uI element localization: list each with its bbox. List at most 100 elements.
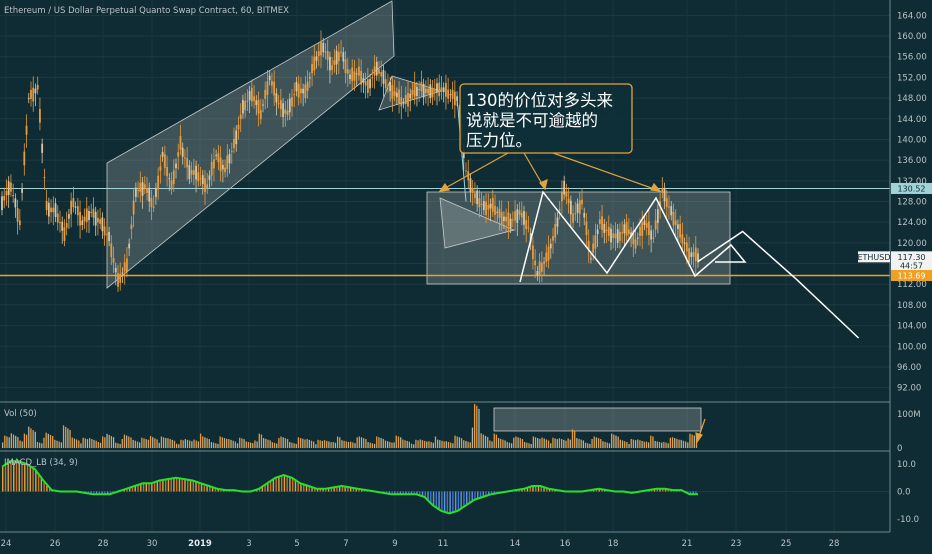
price-candle [166, 167, 168, 177]
volume-highlight-box[interactable] [493, 407, 702, 432]
price-candle [375, 61, 378, 76]
volume-bar [173, 440, 176, 448]
macd-histogram-bar [537, 486, 540, 492]
price-candle [282, 103, 284, 117]
volume-bar [458, 437, 461, 448]
price-candle [168, 178, 171, 180]
price-candle [607, 226, 610, 236]
price-candle [447, 89, 450, 99]
macd-histogram-bar [198, 482, 200, 492]
macd-histogram-bar [662, 488, 664, 492]
zigzag-pattern-line[interactable] [519, 190, 747, 283]
price-candle [451, 89, 454, 99]
volume-bar [478, 408, 480, 448]
price-candle [398, 89, 400, 104]
price-candle [534, 260, 537, 266]
price-candle [105, 233, 108, 235]
price-candle [636, 237, 639, 239]
volume-bar [352, 442, 354, 448]
price-candle [217, 153, 220, 163]
price-candle [485, 201, 487, 216]
price-candle [420, 82, 423, 92]
arrow-right[interactable] [552, 152, 661, 192]
volume-bar [189, 440, 191, 448]
macd-histogram-bar [46, 483, 48, 492]
price-tick-label: 124.00 [897, 218, 927, 228]
volume-bar [167, 438, 169, 448]
arrow-left[interactable] [439, 152, 509, 192]
macd-histogram-bar [311, 486, 313, 492]
volume-bar [36, 441, 39, 448]
price-tick-label: 148.00 [897, 94, 927, 104]
price-candle [598, 219, 601, 224]
price-candle [567, 198, 570, 204]
volume-bar [543, 438, 545, 448]
price-candle [268, 75, 271, 81]
price-candle [471, 188, 474, 193]
macd-histogram-bar [40, 476, 43, 492]
price-candle [137, 189, 139, 191]
price-candle [558, 209, 561, 211]
volume-bar [89, 438, 91, 448]
price-axis-label-box [891, 260, 932, 272]
price-candle [65, 223, 68, 228]
price-candle [614, 233, 617, 239]
macd-histogram-bar [385, 491, 388, 494]
macd-pane-title: IMACD_LB (34, 9) [4, 458, 78, 468]
volume-bar [38, 442, 41, 448]
volume-bar [654, 440, 656, 448]
volume-bar [532, 436, 534, 448]
volume-bar [86, 439, 89, 448]
volume-bar [197, 441, 200, 448]
price-candle [694, 247, 697, 262]
volume-bar [552, 437, 554, 448]
descending-triangle[interactable] [439, 197, 516, 249]
volume-bar [545, 439, 548, 448]
price-candle [259, 110, 262, 120]
macd-histogram-bar [21, 462, 23, 492]
volume-bar [393, 442, 395, 448]
volume-bar [465, 440, 467, 448]
volume-bar [91, 439, 93, 448]
volume-bar [121, 438, 123, 448]
price-candle [688, 248, 690, 262]
price-candle [480, 204, 483, 206]
price-candle [690, 252, 693, 257]
macd-histogram-bar [209, 486, 211, 492]
price-candle [163, 154, 166, 168]
price-candle [518, 210, 521, 215]
macd-histogram-bar [413, 491, 415, 495]
price-candle [351, 67, 354, 82]
macd-histogram-bar [330, 487, 333, 492]
annotation-callout[interactable]: 130的价位对多头来 说就是不可逾越的 压力位。 [459, 83, 633, 154]
volume-bar [75, 439, 78, 448]
price-candle [543, 262, 545, 264]
price-candle [630, 232, 632, 237]
volume-bar [467, 441, 469, 448]
volume-bar [182, 440, 184, 448]
price-candle [257, 99, 260, 114]
macd-histogram-bar [286, 475, 288, 492]
projection-line[interactable] [697, 230, 860, 339]
macd-histogram-bar [294, 479, 297, 492]
price-candle [208, 175, 211, 180]
price-candle [72, 198, 75, 208]
price-candle [21, 188, 23, 193]
volume-bar [482, 434, 484, 448]
price-candle [409, 93, 412, 99]
volume-bar [693, 435, 695, 448]
price-candle [346, 69, 349, 74]
price-candle [632, 230, 635, 245]
volume-bar [521, 439, 524, 448]
price-candle [271, 81, 273, 86]
price-candle [103, 226, 106, 236]
volume-bar [202, 436, 204, 448]
volume-bar [413, 444, 415, 448]
price-candle [70, 200, 73, 215]
volume-bar [58, 441, 60, 448]
price-candle [201, 175, 204, 185]
volume-bar [547, 440, 550, 448]
price-candle [233, 138, 235, 149]
price-candle [487, 204, 490, 210]
macd-histogram-bar [454, 491, 457, 512]
